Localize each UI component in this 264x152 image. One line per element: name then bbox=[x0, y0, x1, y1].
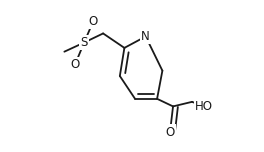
Text: O: O bbox=[89, 15, 98, 28]
Text: HO: HO bbox=[195, 100, 213, 113]
Text: O: O bbox=[165, 126, 175, 139]
Text: S: S bbox=[81, 36, 88, 49]
Text: O: O bbox=[70, 58, 80, 71]
Text: N: N bbox=[141, 30, 150, 43]
